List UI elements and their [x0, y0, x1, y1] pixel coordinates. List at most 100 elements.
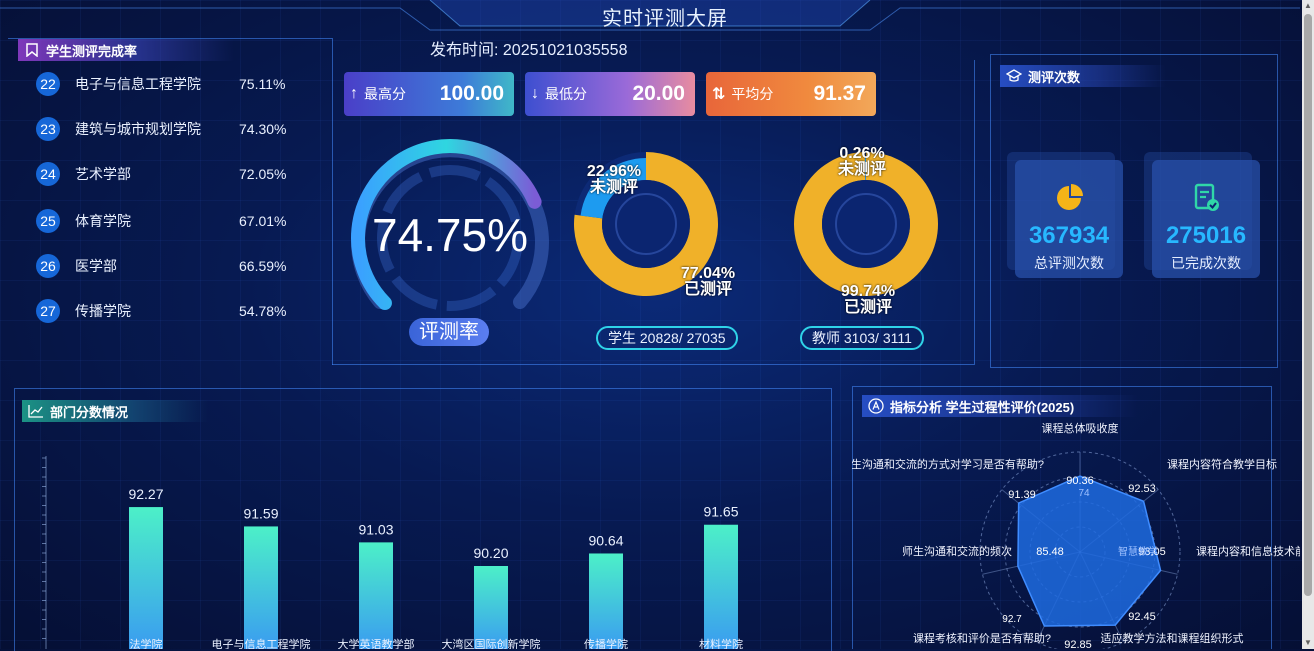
list-item: 25 体育学院 67.01% — [36, 209, 286, 233]
radar-value-label: 92.53 — [1128, 483, 1156, 495]
max-score-value: 100.00 — [439, 82, 504, 105]
bar-category-label: 大湾区国际创新学院 — [442, 637, 541, 649]
list-item: 22 电子与信息工程学院 75.11% — [36, 72, 285, 96]
scroll-up-arrow-icon[interactable]: ▲ — [1304, 1, 1312, 10]
teacher-untested-arc — [864, 158, 866, 181]
radar-value-label: 92.45 — [1128, 611, 1156, 623]
bar-value-label: 90.64 — [588, 532, 623, 548]
radar-indicator-label: 课程内容和信息技术前沿性 — [1196, 544, 1300, 558]
arrow-up-icon: ↑ — [350, 85, 358, 102]
student-untested-text: 未测评 — [589, 179, 638, 196]
college-name: 体育学院 — [75, 213, 131, 229]
dept-panel-title: 部门分数情况 — [50, 404, 129, 420]
publish-time: 发布时间: 20251021035558 — [430, 42, 628, 59]
bar — [359, 542, 393, 649]
completion-panel — [8, 38, 333, 365]
bar-value-label: 90.20 — [473, 545, 508, 561]
radar-panel — [852, 386, 1272, 649]
bar-value-label: 91.03 — [358, 521, 393, 537]
page-title: 实时评测大屏 — [602, 8, 728, 30]
student-count-pill: 学生 20828/ 27035 — [596, 326, 738, 350]
radar-indicator-label: 师生沟通和交流的频次 — [902, 544, 1012, 558]
radar-indicator-label: 课程内容符合教学目标 — [1167, 457, 1277, 471]
radar-value-label: 85.48 — [1036, 546, 1064, 558]
teacher-untested-label: 0.26% 未测评 — [828, 146, 896, 178]
bar — [474, 566, 508, 649]
count-panel-header: 测评次数 — [1000, 65, 1166, 87]
radar-extra-label: 智慧教学 — [1118, 545, 1158, 558]
rank-badge: 22 — [36, 72, 60, 96]
avg-score-card: ⇅ 平均分 91.37 — [706, 72, 876, 116]
student-untested-arc — [580, 158, 646, 219]
teacher-donut — [793, 152, 938, 296]
radar-panel-header: 指标分析 学生过程性评价(2025) — [862, 395, 1138, 417]
completion-rate: 66.59% — [239, 258, 287, 274]
radar-extra-label: 74 — [1078, 488, 1090, 499]
radar-panel-title: 指标分析 学生过程性评价(2025) — [890, 399, 1075, 415]
rank-badge: 23 — [36, 117, 60, 141]
student-untested-label: 22.96% 未测评 — [580, 164, 648, 196]
completion-panel-title: 学生测评完成率 — [46, 43, 138, 59]
radar-area — [1017, 475, 1162, 627]
college-name: 医学部 — [75, 258, 117, 274]
gauge-chart — [351, 139, 549, 311]
student-tested-text: 已测评 — [683, 281, 732, 298]
bar-category-label: 大学英语教学部 — [338, 637, 415, 649]
min-score-label: 最低分 — [545, 86, 587, 102]
radar-grid-ring — [979, 451, 1181, 649]
min-score-card: ↓ 最低分 20.00 — [525, 72, 695, 116]
bar — [244, 526, 278, 649]
student-tested-pct: 77.04% — [680, 265, 736, 282]
rank-badge: 26 — [36, 254, 60, 278]
radar-indicator-label: 适应教学方法和课程组织形式 — [1101, 631, 1244, 645]
student-donut — [574, 152, 718, 296]
dept-panel-header: 部门分数情况 — [22, 400, 208, 422]
header-frame — [0, 0, 1300, 31]
bookmark-icon — [24, 42, 40, 58]
done-count-card: 275016 已完成次数 — [1144, 152, 1260, 278]
done-count-label: 已完成次数 — [1171, 255, 1241, 271]
rank-badge: 27 — [36, 299, 60, 323]
radar-extra-label: 92.7 — [1002, 614, 1022, 625]
pie-chart-icon — [1057, 184, 1083, 210]
checked-document-icon — [1194, 183, 1219, 211]
min-score-value: 20.00 — [632, 82, 685, 105]
bar-category-label: 材料学院 — [699, 637, 743, 649]
completion-rate: 72.05% — [239, 166, 287, 182]
completion-rate: 67.01% — [239, 213, 287, 229]
list-item: 27 传播学院 54.78% — [36, 299, 286, 323]
dept-panel — [14, 388, 832, 651]
bar-category-label: 法学院 — [130, 637, 163, 649]
arrow-updown-icon: ⇅ — [712, 86, 726, 103]
total-count-card: 367934 总评测次数 — [1007, 152, 1123, 278]
bar-value-label: 92.27 — [128, 486, 163, 502]
gauge-fill — [351, 139, 542, 311]
rank-badge: 25 — [36, 209, 60, 233]
bar — [704, 524, 738, 649]
done-count-value: 275016 — [1165, 222, 1247, 249]
teacher-count-pill: 教师 3103/ 3111 — [800, 326, 924, 350]
bar — [589, 553, 623, 649]
rank-badge: 24 — [36, 162, 60, 186]
bar-value-label: 91.59 — [243, 505, 278, 521]
student-untested-pct: 22.96% — [586, 163, 642, 180]
radar-value-label: 92.85 — [1064, 639, 1092, 649]
count-panel — [990, 54, 1278, 368]
radar-value-label: 93.05 — [1138, 546, 1166, 558]
radar-chart: 课程总体吸收度课程内容符合教学目标课程内容和信息技术前沿性适应教学方法和课程组织… — [852, 421, 1300, 649]
arrow-down-icon: ↓ — [531, 85, 539, 102]
completion-rate: 54.78% — [239, 303, 287, 319]
radar-indicator-label: 师生沟通和交流的方式对学习是否有帮助? — [852, 457, 1044, 471]
scrollbar-thumb[interactable] — [1304, 14, 1312, 596]
list-item: 26 医学部 66.59% — [36, 254, 286, 278]
college-name: 传播学院 — [75, 303, 131, 319]
teacher-tested-pct: 99.74% — [840, 283, 896, 300]
max-score-label: 最高分 — [364, 86, 406, 102]
vertical-scrollbar[interactable]: ▲ ▼ — [1302, 0, 1314, 649]
list-item: 23 建筑与城市规划学院 74.30% — [36, 117, 286, 141]
completion-rate: 75.11% — [239, 76, 286, 92]
gauge-inner-ring — [377, 165, 523, 311]
scroll-down-arrow-icon[interactable]: ▼ — [1304, 638, 1312, 647]
completion-rate: 74.30% — [239, 121, 287, 137]
total-count-label: 总评测次数 — [1034, 255, 1104, 271]
